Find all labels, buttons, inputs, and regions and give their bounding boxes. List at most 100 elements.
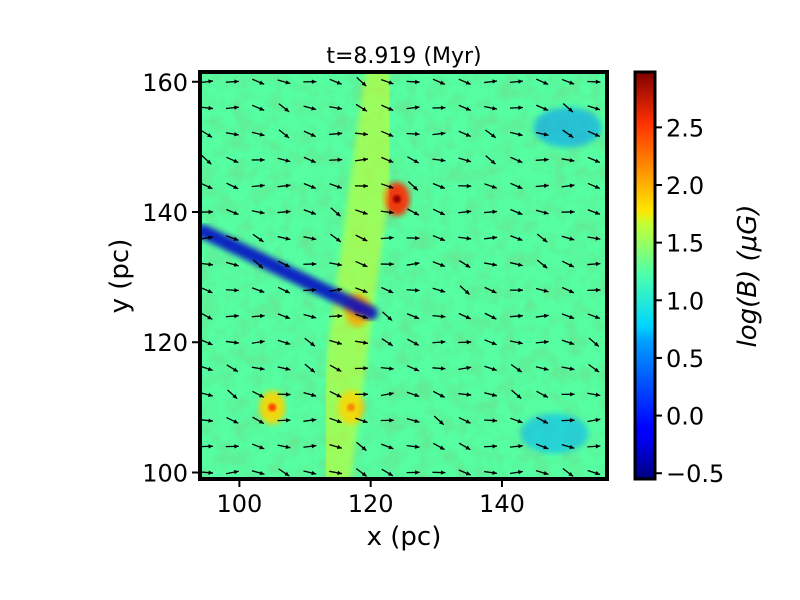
field-vector (303, 209, 317, 215)
field-vector (535, 339, 549, 345)
field-vector (484, 235, 498, 240)
field-vector (355, 103, 368, 112)
field-vector (277, 444, 291, 449)
field-vector (303, 130, 317, 138)
x-axis-label: x (pc) (367, 522, 442, 552)
field-vector (381, 104, 394, 112)
field-vector (509, 131, 523, 137)
field-vector (226, 182, 239, 190)
field-vector (587, 156, 601, 164)
field-vector (355, 313, 368, 319)
field-vector (562, 468, 574, 477)
field-vector (329, 78, 342, 85)
field-vector (330, 233, 342, 243)
plot-area (200, 72, 607, 479)
field-vector (329, 287, 343, 292)
colorbar-tick-label: 2.5 (666, 114, 704, 142)
colorbar-tick-label: 1.0 (666, 287, 704, 315)
field-vector (458, 209, 472, 214)
field-vector (406, 470, 420, 475)
y-tick-label: 100 (142, 459, 188, 487)
field-vector (432, 287, 446, 293)
field-vector (380, 261, 394, 267)
field-vector (458, 339, 472, 345)
field-vector (277, 260, 291, 268)
field-vector (484, 286, 497, 294)
field-vector (329, 106, 343, 111)
field-vector (303, 156, 317, 164)
field-vector (484, 365, 497, 372)
field-vector (406, 418, 420, 424)
y-tick-label: 160 (142, 69, 188, 97)
field-vector (510, 156, 523, 164)
field-vector (277, 209, 291, 214)
field-vector (278, 468, 290, 477)
field-vector (587, 105, 601, 111)
field-vector (225, 105, 239, 110)
field-vector (510, 182, 523, 190)
colorbar (633, 70, 657, 481)
field-vector (380, 78, 394, 85)
field-vector (251, 157, 265, 163)
field-vector (587, 182, 601, 190)
x-tick-label: 100 (216, 490, 262, 518)
field-vector (535, 209, 549, 215)
field-vector (406, 235, 420, 241)
field-vector (406, 79, 420, 85)
field-vector (380, 366, 394, 371)
field-vector (225, 132, 239, 137)
field-vector (252, 390, 265, 398)
field-vector (561, 286, 575, 294)
x-tick-label: 140 (479, 490, 525, 518)
field-vector (303, 236, 317, 241)
field-vector (355, 468, 368, 477)
field-vector (200, 418, 214, 423)
field-vector (432, 366, 446, 371)
field-vector (329, 390, 342, 398)
field-vector (225, 261, 239, 267)
field-vector (510, 417, 523, 424)
field-vector (380, 183, 394, 189)
field-vector (484, 470, 498, 475)
field-vector (304, 337, 316, 347)
field-vector (381, 130, 394, 138)
field-vector (432, 131, 446, 136)
field-vector (485, 155, 496, 165)
y-tick-label: 140 (142, 199, 188, 227)
field-vector (432, 208, 446, 216)
field-vector (536, 416, 549, 424)
field-vector (380, 418, 394, 423)
field-vector (225, 444, 239, 449)
colorbar-tick-label: −0.5 (666, 460, 724, 488)
field-vector (252, 259, 264, 269)
field-vector (200, 262, 214, 267)
field-vector (200, 105, 214, 111)
field-vector (535, 183, 549, 188)
field-vector (329, 131, 343, 136)
field-vector (277, 313, 291, 320)
field-vector (535, 287, 549, 293)
field-feature-low-B-streak (200, 224, 378, 320)
colorbar-tick-label: 1.5 (666, 230, 704, 258)
field-vector (484, 392, 498, 397)
field-vector (355, 287, 368, 294)
field-vector (509, 470, 523, 475)
field-vector (252, 233, 264, 243)
field-vector (406, 288, 420, 293)
field-vector (561, 209, 575, 215)
plot-frame (198, 70, 609, 481)
field-vector (458, 417, 471, 424)
colorbar-tick-label: 0.0 (666, 403, 704, 431)
field-vector (562, 103, 574, 113)
field-vector (432, 339, 446, 345)
field-vector (536, 78, 549, 86)
field-vector (535, 157, 549, 162)
field-vector (458, 392, 472, 397)
field-vector (382, 311, 393, 322)
field-vector (251, 131, 265, 137)
field-vector (509, 444, 523, 449)
field-vector (510, 363, 523, 373)
field-vector (484, 105, 498, 111)
field-vector (277, 418, 291, 423)
field-vector (484, 444, 498, 449)
